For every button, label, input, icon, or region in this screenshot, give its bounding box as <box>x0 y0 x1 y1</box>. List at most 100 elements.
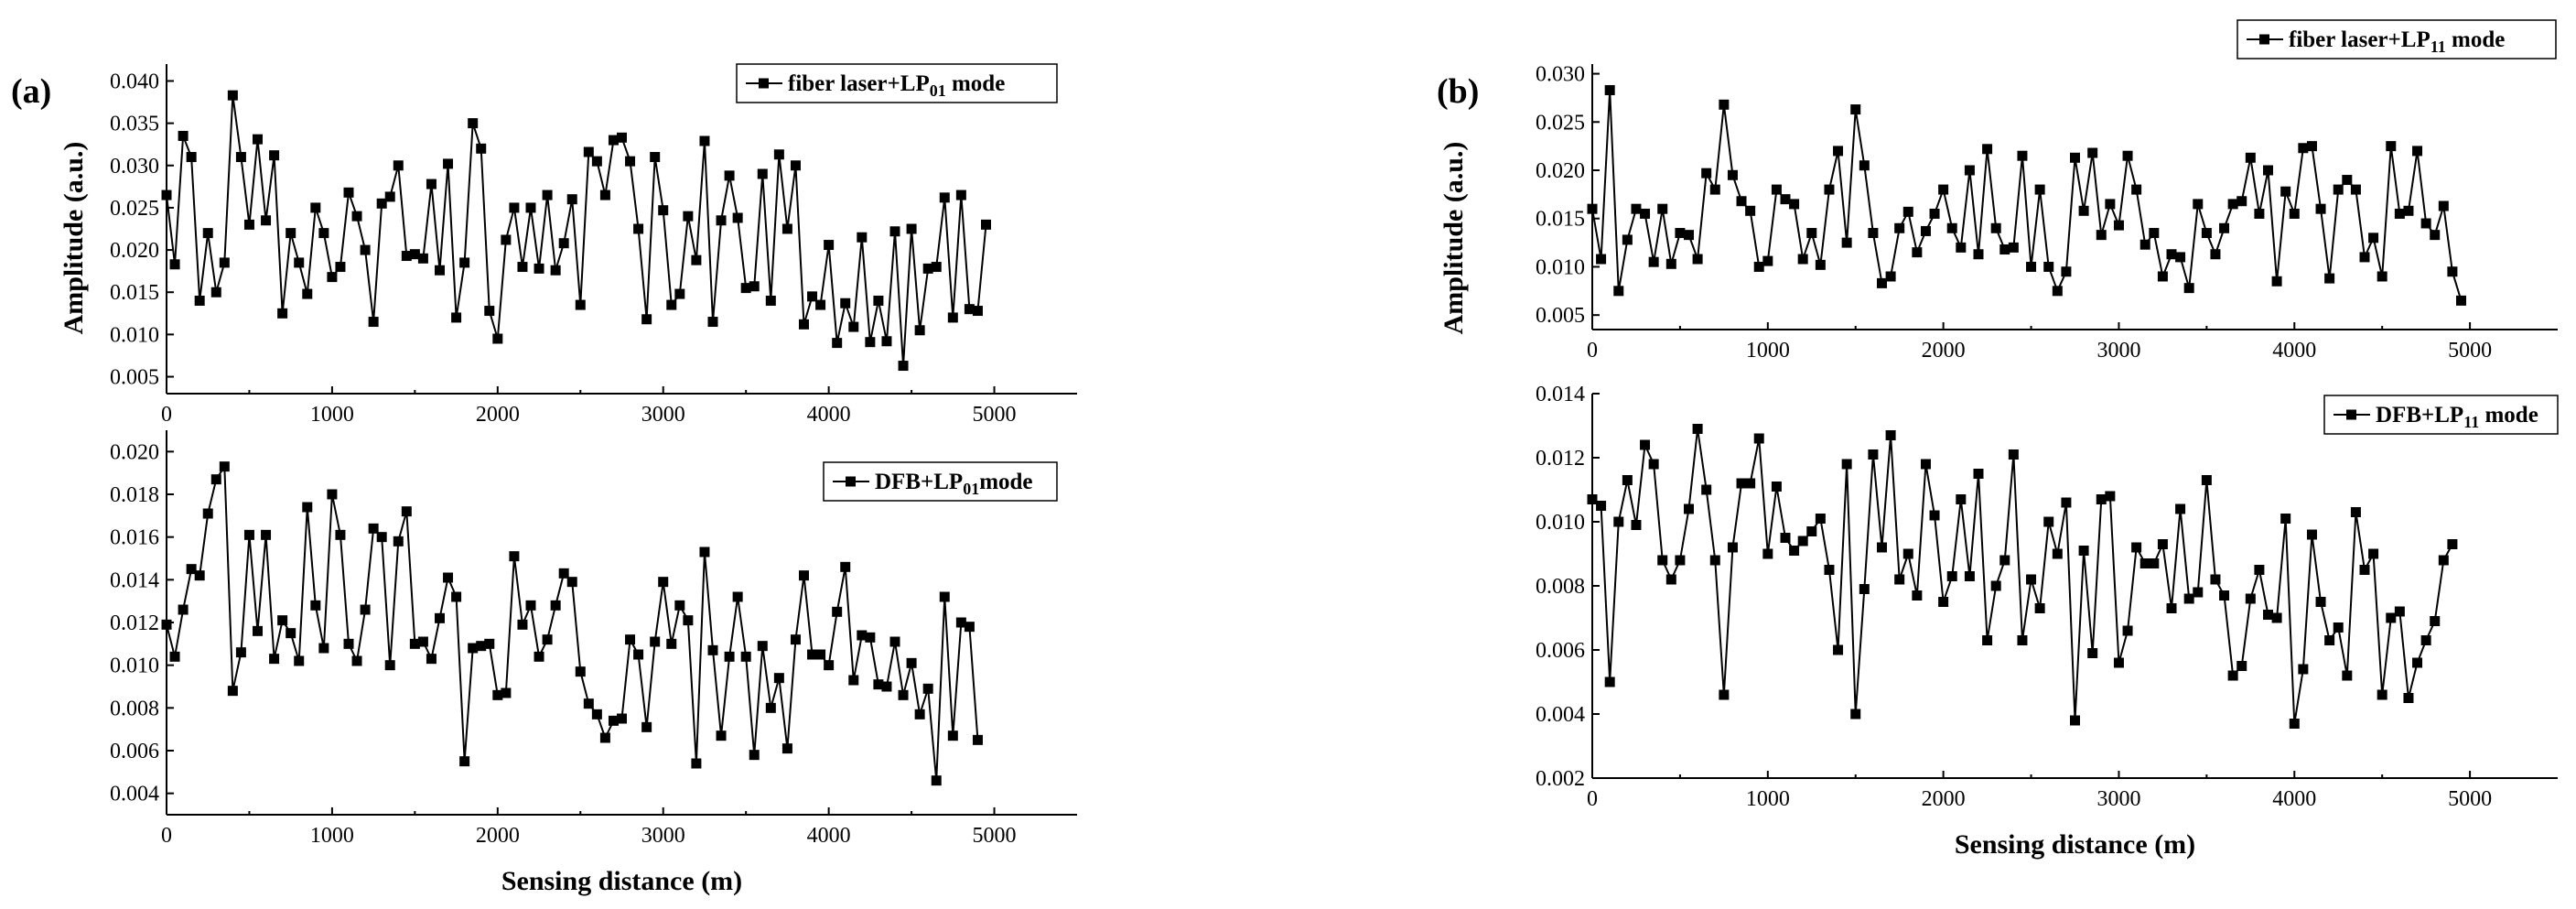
y-tick-label: 0.008 <box>1536 575 1585 599</box>
y-tick-label: 0.020 <box>110 239 159 263</box>
data-point <box>202 228 213 239</box>
data-point <box>443 572 454 583</box>
data-point <box>2403 205 2414 216</box>
data-point <box>525 600 536 611</box>
data-point <box>964 304 975 315</box>
y-tick-label: 0.016 <box>110 526 159 550</box>
data-point <box>2166 249 2177 260</box>
data-point <box>401 251 412 262</box>
x-tick-label: 2000 <box>1922 787 1966 811</box>
legend-box <box>2236 19 2557 60</box>
data-point <box>1675 555 1686 566</box>
x-tick-label: 0 <box>1587 787 1598 811</box>
data-point <box>2403 693 2414 703</box>
data-point <box>327 489 338 500</box>
y-tick-label: 0.015 <box>110 281 159 305</box>
data-point <box>194 570 205 581</box>
data-point <box>1745 205 1756 216</box>
data-point <box>1990 222 2001 233</box>
y-axis-title: Amplitude (a.u.) <box>59 142 89 335</box>
y-tick-label: 0.005 <box>1536 304 1585 328</box>
data-point <box>302 502 313 513</box>
data-point <box>343 187 354 198</box>
data-point <box>2386 141 2397 152</box>
data-point <box>2254 565 2265 575</box>
data-point <box>1745 478 1756 489</box>
data-point <box>269 654 280 665</box>
data-point <box>583 698 594 709</box>
data-point <box>1868 449 1879 460</box>
data-point <box>1824 184 1835 195</box>
data-point <box>178 130 189 141</box>
data-point <box>964 622 975 633</box>
data-point <box>161 189 172 200</box>
data-point <box>955 617 966 628</box>
data-point <box>219 257 230 268</box>
data-point <box>2131 542 2142 553</box>
data-point <box>376 532 387 543</box>
data-point <box>848 675 859 686</box>
data-point <box>261 529 272 540</box>
data-point <box>443 158 454 169</box>
data-point <box>799 570 809 581</box>
data-point <box>417 636 428 647</box>
data-point <box>476 143 487 154</box>
data-point <box>2175 503 2186 514</box>
data-point <box>857 232 868 243</box>
data-point <box>2026 261 2037 272</box>
data-point <box>1815 259 1826 270</box>
data-point <box>2236 661 2247 671</box>
data-point <box>2456 295 2466 306</box>
data-point <box>2008 242 2019 253</box>
data-point <box>2306 141 2317 152</box>
legend: fiber laser+LP11 mode <box>2236 19 2557 60</box>
data-point <box>2017 150 2028 161</box>
x-tick-label: 1000 <box>1746 787 1790 811</box>
data-point <box>691 254 702 265</box>
data-point <box>2096 494 2107 504</box>
data-point <box>550 265 561 276</box>
data-point <box>981 219 991 230</box>
data-point <box>468 643 479 654</box>
x-tick-label: 1000 <box>310 403 354 427</box>
data-point <box>1894 574 1905 585</box>
data-point <box>2298 143 2309 154</box>
data-point <box>2306 529 2317 540</box>
series-line <box>166 463 979 781</box>
x-tick-label: 5000 <box>973 403 1017 427</box>
data-point <box>2105 491 2116 502</box>
data-point <box>558 238 569 249</box>
data-point <box>658 577 669 588</box>
y-tick-label: 0.020 <box>110 440 159 464</box>
data-point <box>360 244 371 255</box>
data-point <box>617 713 627 724</box>
data-point <box>1912 590 1923 601</box>
data-point <box>1622 475 1633 485</box>
data-point <box>1719 689 1730 700</box>
data-point <box>294 655 305 666</box>
x-tick-label: 2000 <box>1922 339 1966 363</box>
y-tick-label: 0.030 <box>110 155 159 179</box>
data-point <box>865 632 876 643</box>
data-point <box>2052 286 2063 297</box>
data-point <box>235 647 246 658</box>
data-point <box>732 591 743 602</box>
data-point <box>235 152 246 163</box>
data-point <box>2201 228 2212 239</box>
data-point <box>525 202 536 213</box>
data-point <box>318 228 329 239</box>
data-point <box>186 152 197 163</box>
data-point <box>683 211 694 222</box>
data-point <box>922 263 933 274</box>
data-point <box>1657 555 1668 566</box>
data-point <box>2377 689 2387 700</box>
data-point <box>1587 494 1598 504</box>
data-point <box>773 149 784 160</box>
y-tick-label: 0.004 <box>110 783 159 806</box>
data-point <box>2087 648 2098 658</box>
data-point <box>566 194 577 205</box>
data-point <box>1929 510 1940 521</box>
data-point <box>707 644 718 655</box>
data-point <box>591 156 602 167</box>
